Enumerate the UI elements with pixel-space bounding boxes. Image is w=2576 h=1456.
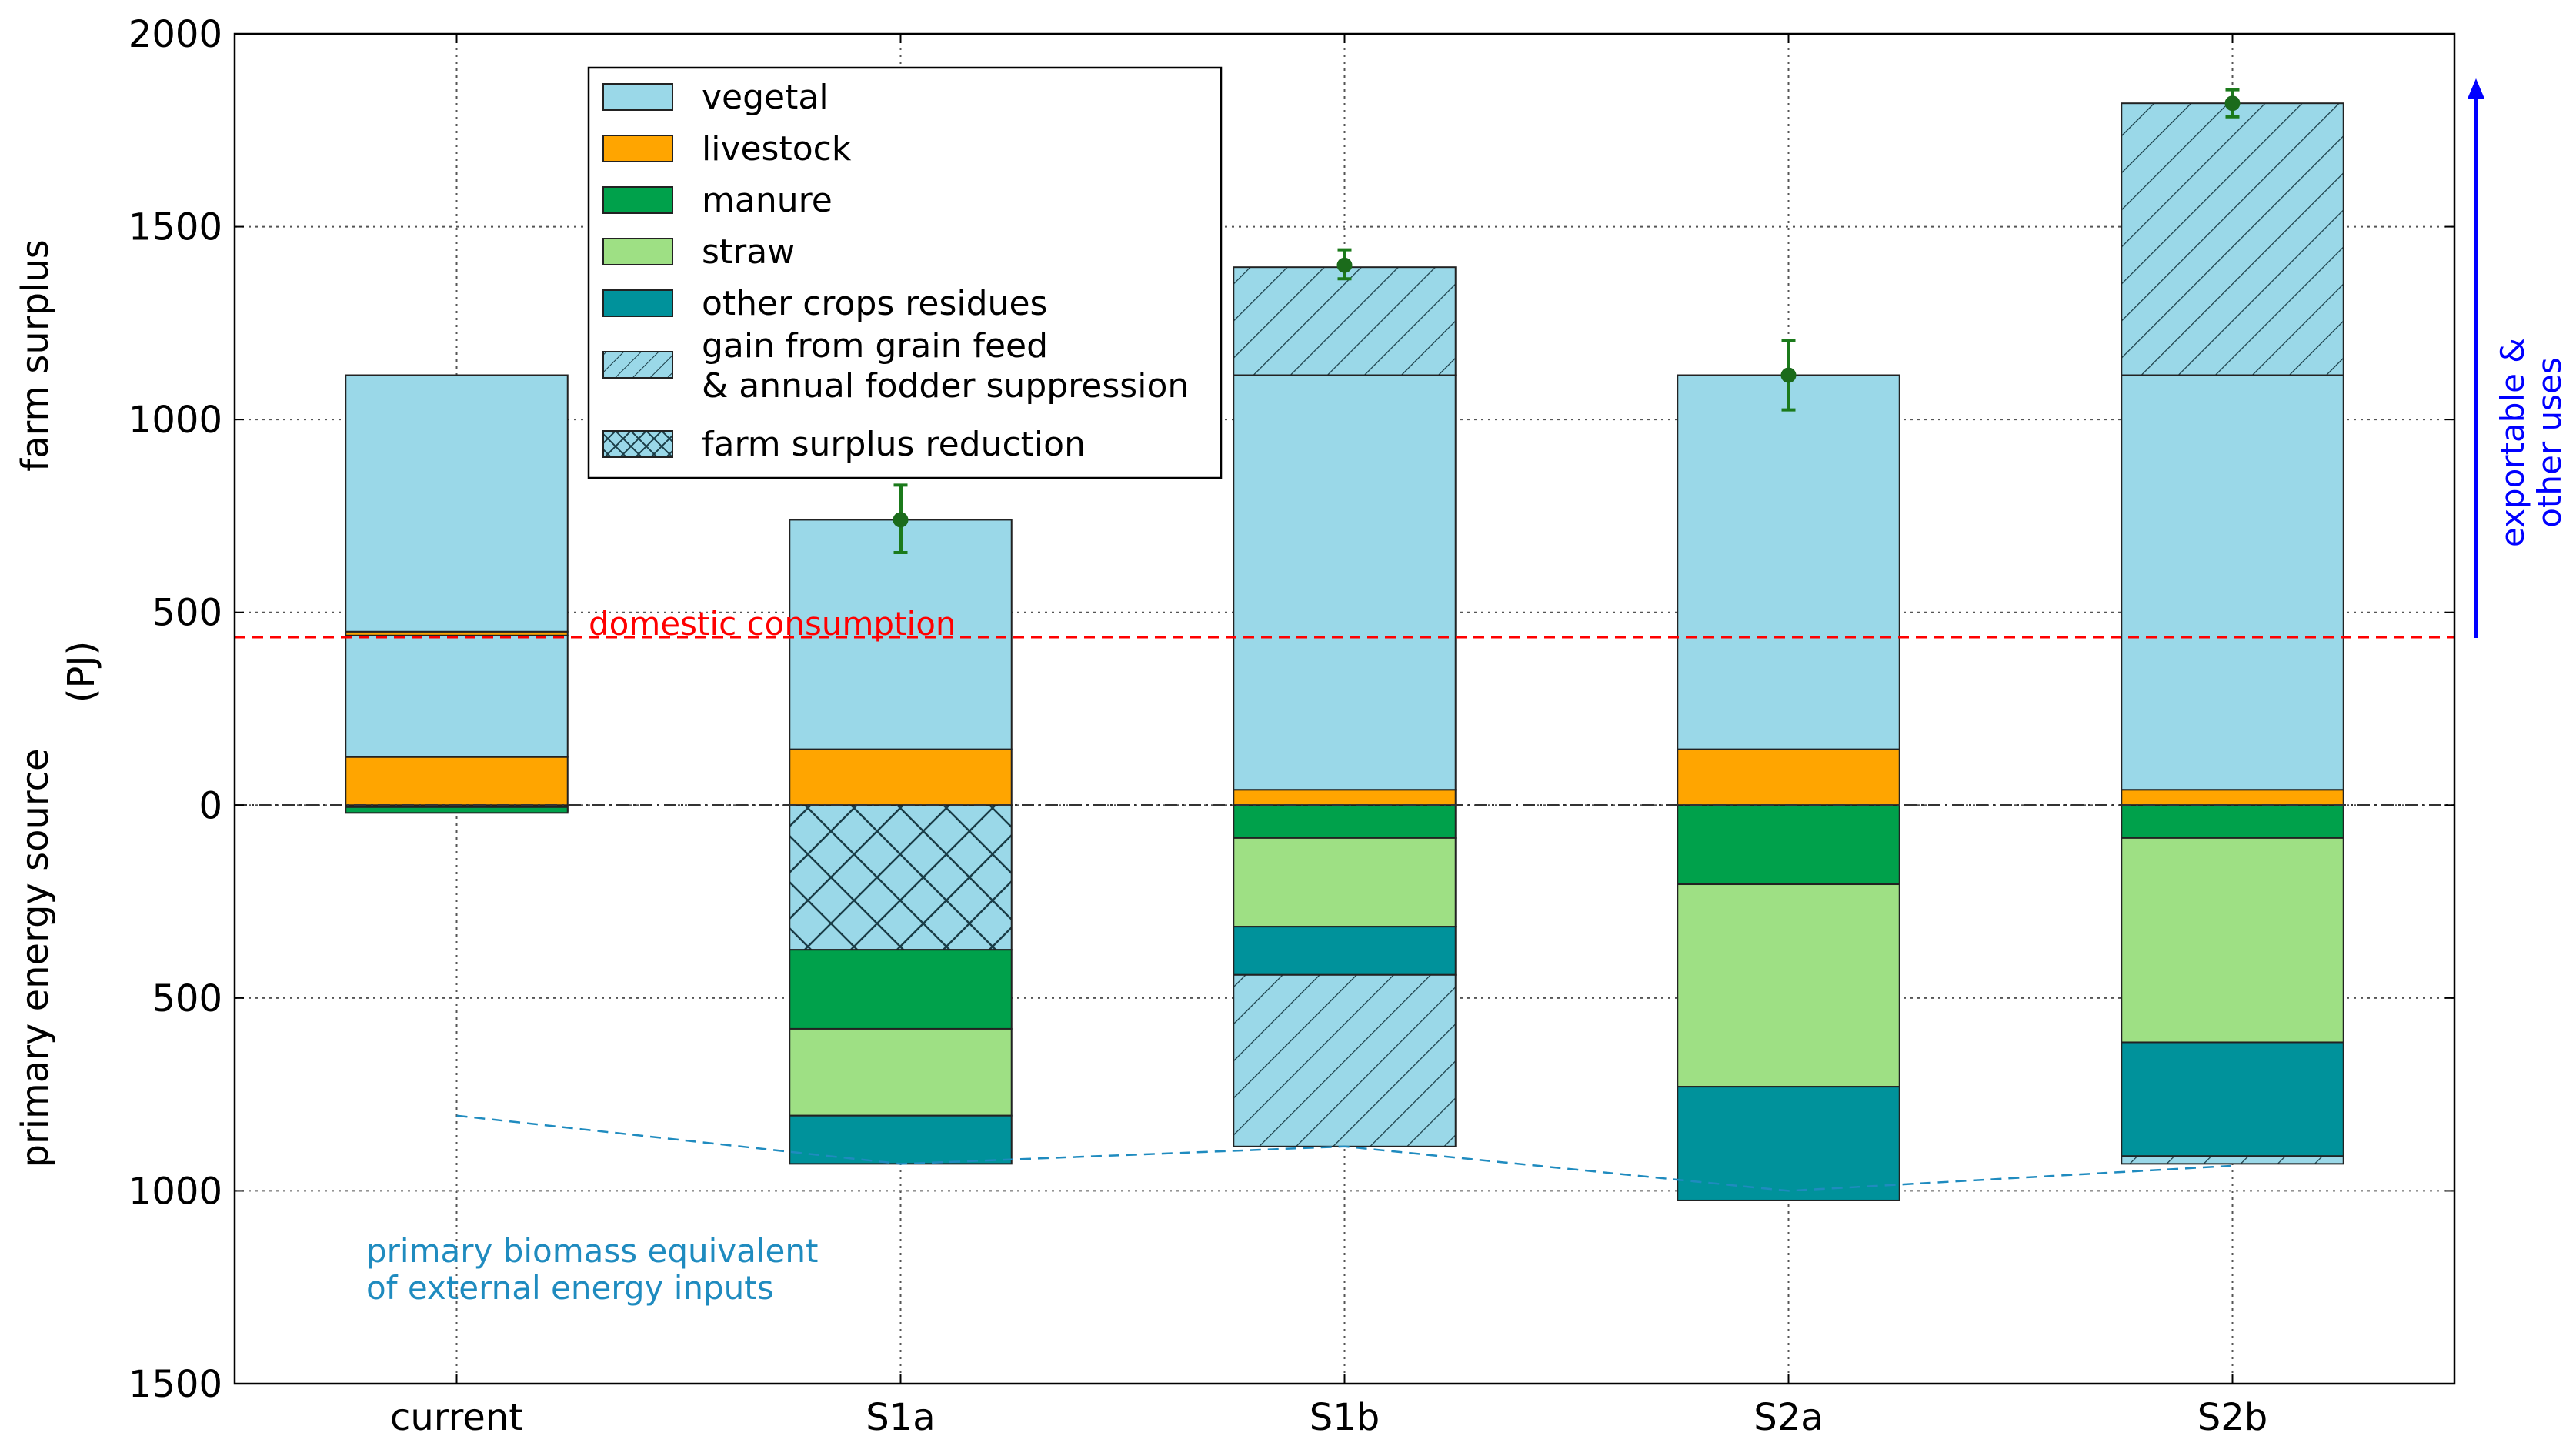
bar-S1b-livestock-0 bbox=[1233, 789, 1457, 806]
bar-S2b-straw-4 bbox=[2121, 837, 2344, 1044]
legend-box bbox=[587, 66, 1223, 479]
bar-S1a-straw-4 bbox=[789, 1027, 1013, 1117]
y-tick-label-7: 1500 bbox=[128, 1363, 222, 1406]
exportable-arrow bbox=[2468, 78, 2484, 638]
bar-S2b-manure-3 bbox=[2121, 804, 2344, 839]
bar-current-manure-1 bbox=[345, 806, 569, 814]
bar-S1a-reduction-2 bbox=[789, 804, 1013, 951]
bar-S1a-manure-3 bbox=[789, 949, 1013, 1030]
legend-swatch-vegetal bbox=[602, 83, 673, 111]
legend-swatch-reduction bbox=[602, 430, 673, 458]
error-bars bbox=[893, 88, 2241, 555]
x-tick-label-current: current bbox=[390, 1396, 523, 1439]
x-tick-label-S1a: S1a bbox=[866, 1396, 935, 1439]
legend-swatch-livestock bbox=[602, 135, 673, 162]
bar-S1b-vegetal-1 bbox=[1233, 374, 1457, 791]
error-bar-S1a bbox=[893, 483, 909, 555]
legend-label-gain-line2: & annual fodder suppression bbox=[702, 366, 1189, 406]
error-bar-S1b bbox=[1336, 248, 1353, 281]
y-label-unit: (PJ) bbox=[60, 641, 103, 703]
y-label-primary-energy-source: primary energy source bbox=[14, 748, 57, 1167]
y-label-farm-surplus: farm surplus bbox=[14, 239, 57, 472]
bar-S1b-gain-2 bbox=[1233, 266, 1457, 376]
error-bar-marker-S2a bbox=[1780, 367, 1797, 383]
stacked-bars bbox=[345, 102, 2344, 1201]
x-tick-label-S2a: S2a bbox=[1753, 1396, 1823, 1439]
y-tick-label-0: 2000 bbox=[128, 13, 222, 56]
legend-label-livestock: livestock bbox=[702, 129, 852, 169]
bar-S1b-manure-3 bbox=[1233, 804, 1457, 839]
external-inputs-label-line1: primary biomass equivalent bbox=[366, 1232, 819, 1270]
bar-S2a-straw-3 bbox=[1677, 883, 1900, 1088]
bar-S2a-livestock-0 bbox=[1677, 748, 1900, 806]
legend: vegetal livestock manure straw other crops r… bbox=[587, 66, 1223, 479]
bar-current-livestock-2 bbox=[345, 756, 569, 806]
bar-S2a-manure-2 bbox=[1677, 804, 1900, 886]
bar-S2b-other-5 bbox=[2121, 1041, 2344, 1157]
y-tick-label-3: 500 bbox=[152, 592, 222, 635]
bar-S1a-livestock-0 bbox=[789, 748, 1013, 806]
legend-label-straw: straw bbox=[702, 232, 795, 272]
reference-lines bbox=[235, 636, 2454, 1192]
legend-label-other: other crops residues bbox=[702, 284, 1047, 323]
y-tick-label-1: 1500 bbox=[128, 206, 222, 249]
bar-S1b-straw-4 bbox=[1233, 837, 1457, 928]
legend-label-reduction: farm surplus reduction bbox=[702, 425, 1086, 464]
bar-S1a-vegetal-1 bbox=[789, 519, 1013, 750]
bar-S2a-vegetal-1 bbox=[1677, 374, 1900, 750]
external-inputs-line bbox=[456, 1114, 2233, 1192]
y-tick-label-5: 500 bbox=[152, 977, 222, 1020]
legend-label-manure: manure bbox=[702, 181, 833, 220]
domestic-consumption-label: domestic consumption bbox=[589, 605, 956, 643]
bar-S2b-livestock-0 bbox=[2121, 789, 2344, 806]
y-tick-label-2: 1000 bbox=[128, 399, 222, 442]
bar-S2a-other-4 bbox=[1677, 1086, 1900, 1201]
y-tick-label-6: 1000 bbox=[128, 1170, 222, 1213]
bar-S1b-other-5 bbox=[1233, 926, 1457, 976]
bar-S2b-gain-6 bbox=[2121, 1155, 2344, 1165]
bar-current-vegetal-5 bbox=[345, 374, 569, 633]
legend-label-vegetal: vegetal bbox=[702, 78, 829, 117]
error-bar-S2b bbox=[2224, 88, 2241, 119]
bar-S1b-gain-6 bbox=[1233, 973, 1457, 1147]
legend-swatch-straw bbox=[602, 238, 673, 265]
error-bar-S2a bbox=[1780, 339, 1797, 412]
legend-label-gain-line1: gain from grain feed bbox=[702, 326, 1048, 366]
exportable-label-line2: other uses bbox=[2531, 357, 2568, 527]
error-bar-marker-S1a bbox=[893, 512, 909, 528]
bar-S1a-other-5 bbox=[789, 1114, 1013, 1165]
x-tick-label-S2b: S2b bbox=[2197, 1396, 2267, 1439]
bar-S2b-vegetal-1 bbox=[2121, 374, 2344, 791]
exportable-label-line1: exportable & bbox=[2494, 338, 2531, 547]
x-tick-label-S1b: S1b bbox=[1310, 1396, 1380, 1439]
bar-S2b-gain-2 bbox=[2121, 102, 2344, 376]
external-inputs-label-line2: of external energy inputs bbox=[366, 1269, 774, 1307]
y-tick-label-4: 0 bbox=[199, 784, 222, 827]
bar-current-vegetal-3 bbox=[345, 634, 569, 758]
error-bar-marker-S2b bbox=[2224, 95, 2241, 112]
error-bar-marker-S1b bbox=[1336, 257, 1353, 273]
legend-swatch-other bbox=[602, 289, 673, 317]
axis-ticks: 2000 1500 1000 500 0 500 1000 1500 current S1a S1b… bbox=[128, 13, 2454, 1439]
legend-swatch-manure bbox=[602, 186, 673, 214]
legend-swatch-gain bbox=[602, 351, 673, 379]
